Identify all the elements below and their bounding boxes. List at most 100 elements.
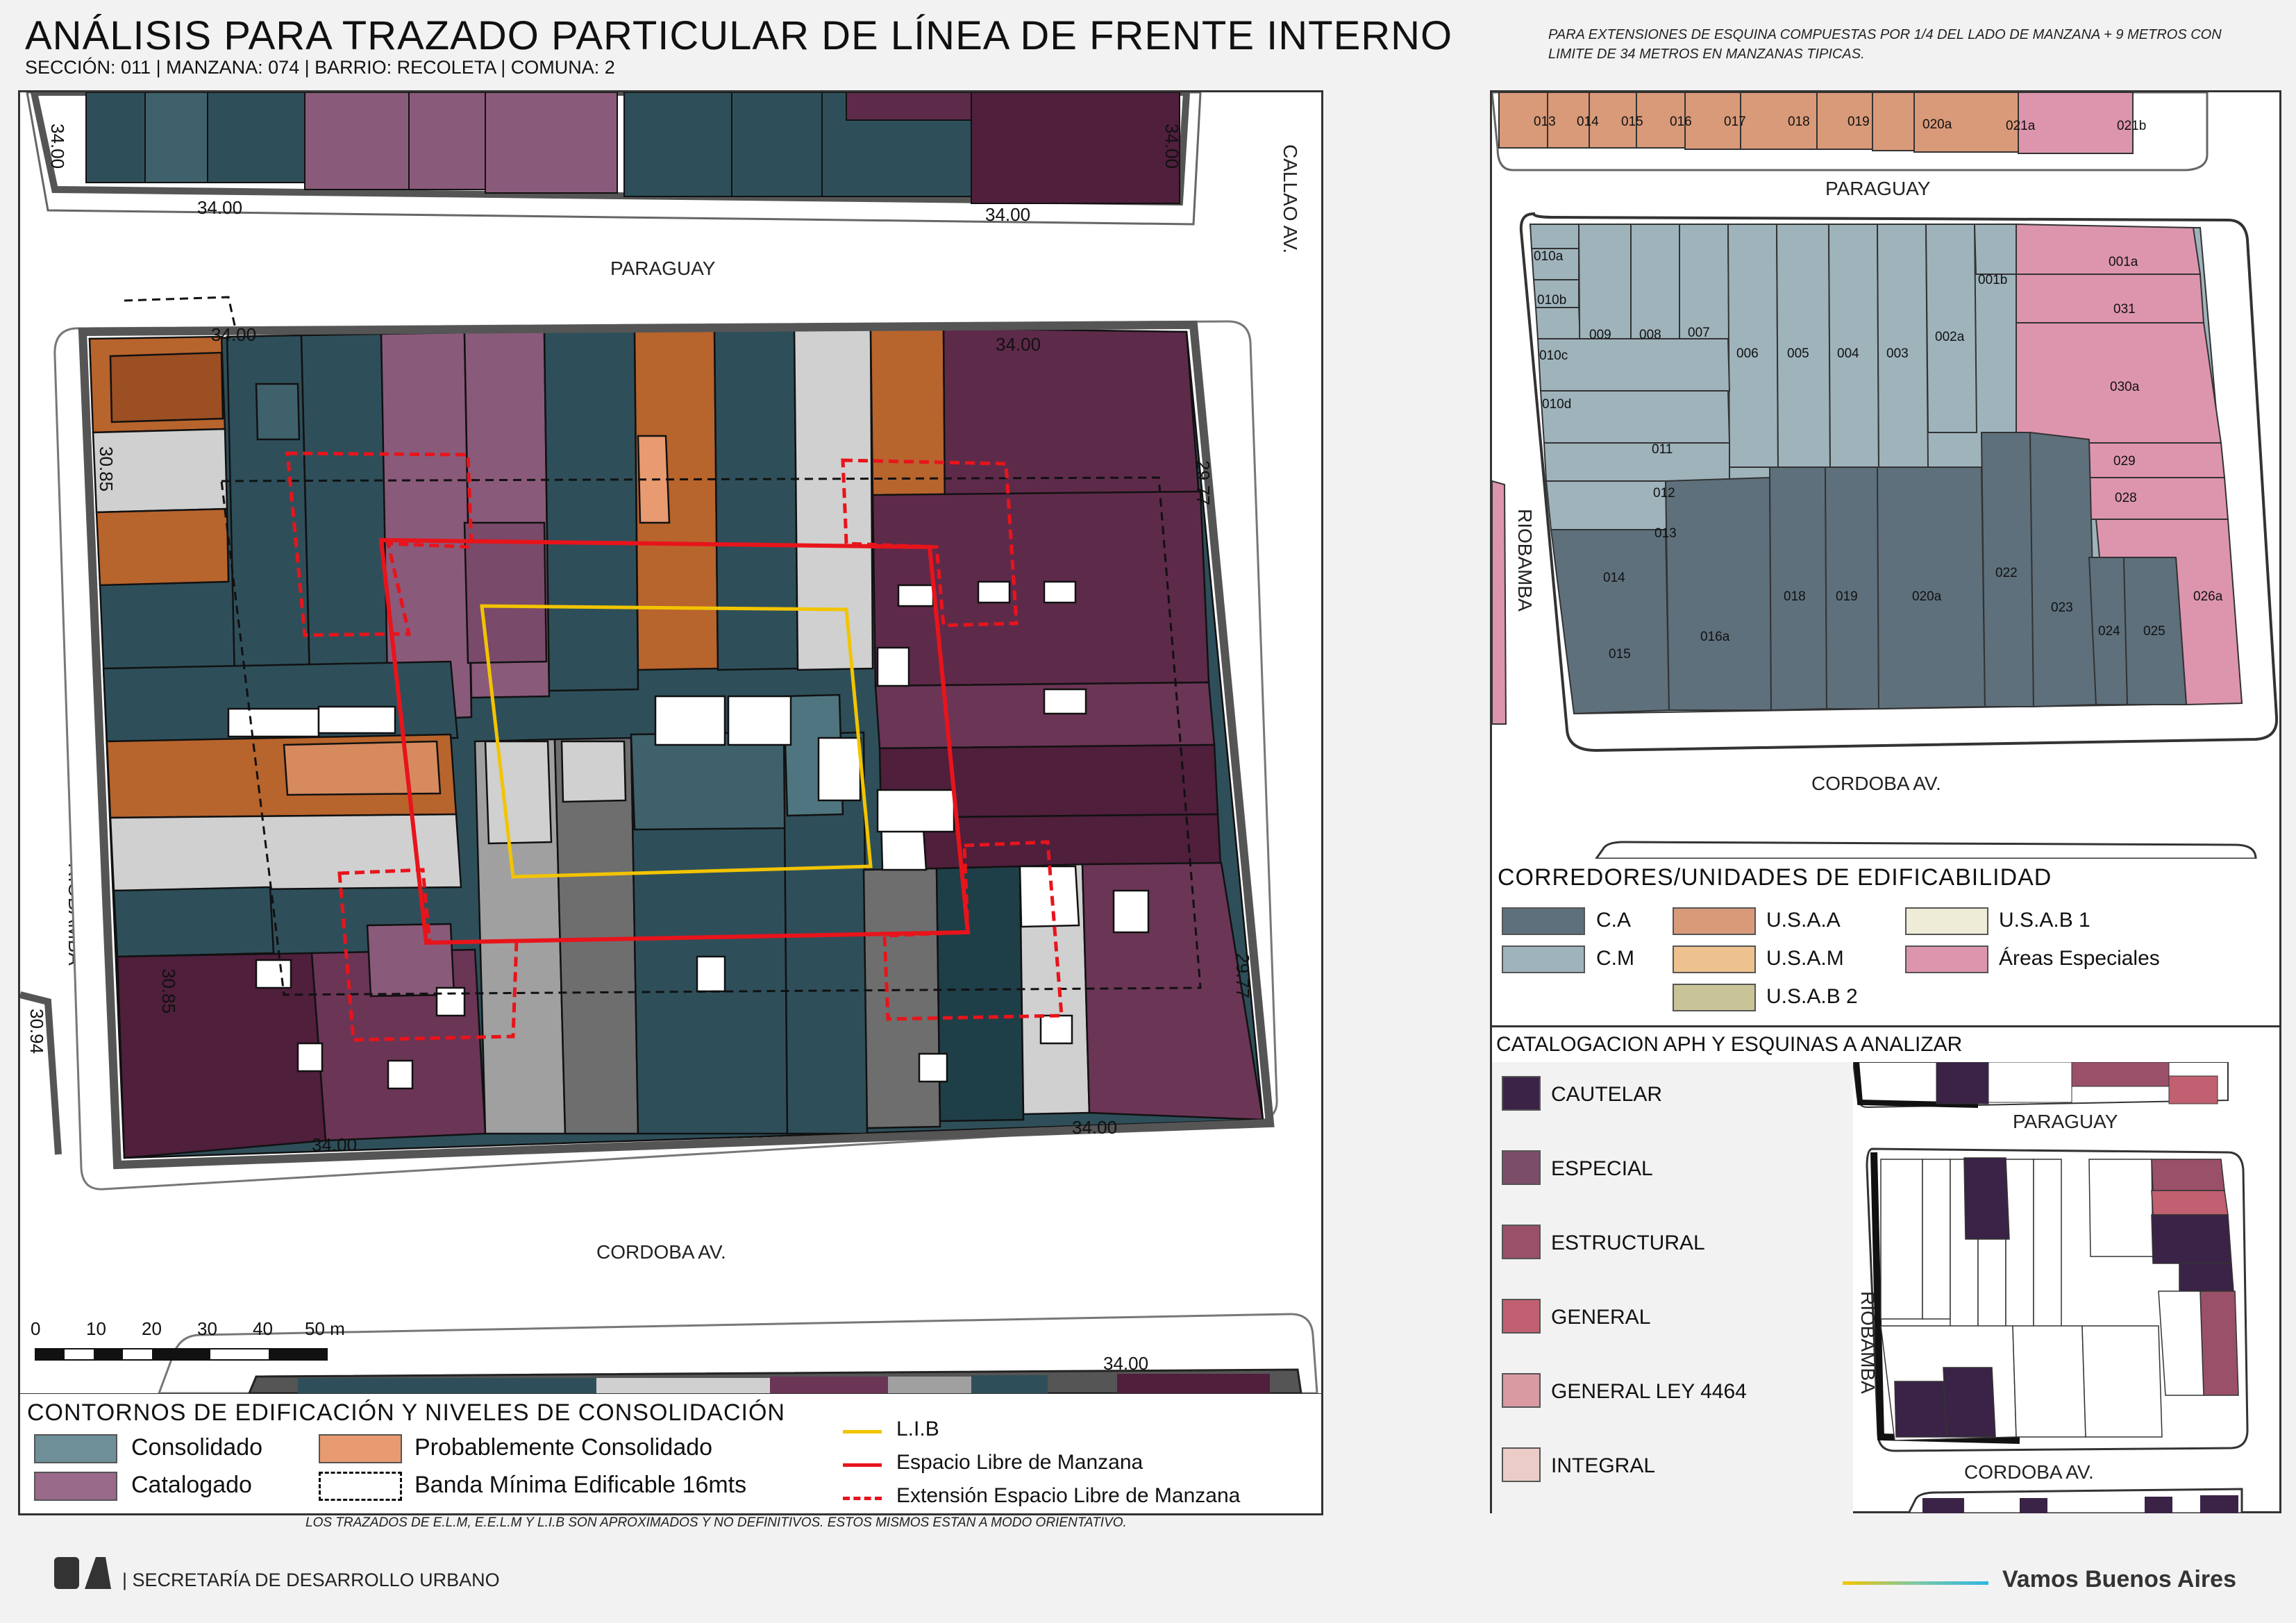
main-block-border [78,320,1275,1170]
svg-text:50 m: 50 m [305,1318,345,1339]
footer-slogan: Vamos Buenos Aires [2002,1566,2236,1592]
lib-line[interactable] [480,604,873,879]
dim-bottom-left: 34.00 [312,1134,357,1155]
lot-top-014: 014 [1577,115,1599,129]
dim-top-right: 34.00 [996,334,1041,355]
catalogacion-map: PARAGUAY CORDOBA AV. RIOBAMBA [1853,1062,2249,1513]
parcel-street-paraguay: PARAGUAY [1825,178,1931,199]
lot-015: 015 [1609,647,1631,662]
lot-025: 025 [2143,624,2165,639]
swatch-ca [1502,907,1585,935]
lot-top-013: 013 [1534,115,1556,129]
corredores-title: CORREDORES/UNIDADES DE EDIFICABILIDAD [1498,864,2052,891]
label-cm: C.M [1596,947,1634,970]
extension-espacio-libre-ne[interactable] [841,458,1019,628]
legend-catalogado: Catalogado [131,1472,252,1498]
parcel-map-panel: 013 014 015 016 017 018 019 020a 021a 02… [1490,90,2281,861]
street-paraguay: PARAGUAY [610,258,716,279]
lot-001a: 001a [2109,255,2138,269]
cat-street-riobamba: RIOBAMBA [1857,1291,1879,1394]
lot-026a: 026a [2193,589,2223,604]
dim-upper-block-left-side: 34.00 [47,124,68,169]
legend-main-title: CONTORNOS DE EDIFICACIÓN Y NIVELES DE CO… [27,1399,785,1426]
page-title: ANÁLISIS PARA TRAZADO PARTICULAR DE LÍNE… [25,13,1453,58]
swatch-general [1502,1299,1541,1334]
line-espacio-libre-sample [843,1463,882,1467]
main-block-parcels [88,327,1264,1159]
label-estructural: ESTRUCTURAL [1551,1231,1705,1254]
dim-right-bottom: 29.77 [1232,953,1253,998]
parcel-block-lots [1529,223,2243,715]
legend-banda-minima: Banda Mínima Edificable 16mts [414,1472,747,1498]
page-subtitle: SECCIÓN: 011 | MANZANA: 074 | BARRIO: RE… [25,57,615,78]
swatch-usaa [1673,907,1756,935]
swatch-cm [1502,945,1585,973]
swatch-catalogado [34,1472,117,1501]
lot-030a: 030a [2110,380,2140,394]
main-map: 34.00 34.00 34.00 34.00 PARAGUAY CALLAO … [20,92,1318,1393]
swatch-consolidado [34,1434,117,1463]
dim-upper-block-right: 34.00 [985,204,1030,225]
upper-lots [1498,92,2134,154]
swatch-usab2 [1673,984,1756,1011]
extension-espacio-libre-sw[interactable] [337,868,519,1042]
label-cautelar: CAUTELAR [1551,1083,1663,1106]
corredores-panel: CORREDORES/UNIDADES DE EDIFICABILIDAD C.… [1490,859,2281,1027]
header-note: PARA EXTENSIONES DE ESQUINA COMPUESTAS P… [1548,27,2222,62]
extension-espacio-libre-nw[interactable] [285,451,474,637]
swatch-areas-especiales [1905,945,1988,973]
swatch-cautelar [1502,1076,1541,1111]
svg-text:40: 40 [253,1318,273,1339]
swatch-probablemente-consolidado [319,1434,402,1463]
lot-009: 009 [1589,328,1611,342]
lot-010c: 010c [1539,348,1568,363]
lot-029: 029 [2113,454,2136,469]
line-extension-sample [843,1497,882,1500]
swatch-banda-minima [319,1472,402,1501]
swatch-integral [1502,1447,1541,1482]
legend-extension: Extensión Espacio Libre de Manzana [896,1484,1241,1507]
lot-top-021a: 021a [2006,119,2036,133]
lot-010d: 010d [1542,397,1571,412]
lot-020a: 020a [1912,589,1942,604]
lot-004: 004 [1837,346,1859,361]
lot-003: 003 [1886,346,1909,361]
swatch-general-ley-4464 [1502,1373,1541,1408]
lot-top-017: 017 [1724,115,1746,129]
catalogacion-legend-bg [1492,1062,1853,1513]
lot-019: 019 [1836,589,1858,604]
dim-bottom-right: 34.00 [1072,1117,1117,1138]
cat-street-cordoba: CORDOBA AV. [1964,1461,2094,1483]
lot-010a: 010a [1534,249,1564,264]
line-lib-sample [843,1430,882,1433]
label-general-ley-4464: GENERAL LEY 4464 [1551,1380,1747,1403]
swatch-especial [1502,1150,1541,1185]
legend-lib: L.I.B [896,1418,939,1440]
lot-002a: 002a [1935,330,1965,344]
label-especial: ESPECIAL [1551,1157,1653,1180]
label-usaa: U.S.A.A [1766,909,1841,932]
extension-espacio-libre-se[interactable] [882,840,1064,1021]
label-usam: U.S.A.M [1766,947,1844,970]
dim-upper-block-left: 34.00 [197,197,242,218]
legend-probablemente-consolidado: Probablemente Consolidado [414,1434,713,1461]
label-general: GENERAL [1551,1306,1651,1329]
lot-005: 005 [1787,346,1809,361]
upper-block [26,92,1202,226]
label-usab1: U.S.A.B 1 [1999,909,2090,932]
parcel-street-riobamba: RIOBAMBA [1514,509,1536,612]
footer-note: LOS TRAZADOS DE E.L.M, E.E.L.M Y L.I.B S… [305,1515,1127,1530]
lot-008: 008 [1639,328,1661,342]
lot-028: 028 [2115,491,2137,505]
dim-west-block-side: 30.94 [26,1009,47,1054]
lot-top-018: 018 [1788,115,1810,129]
legend-main: CONTORNOS DE EDIFICACIÓN Y NIVELES DE CO… [18,1394,1323,1515]
cat-street-paraguay: PARAGUAY [2013,1111,2118,1132]
dim-top-left: 34.00 [211,324,256,345]
legend-consolidado: Consolidado [131,1434,263,1461]
svg-text:30: 30 [197,1318,217,1339]
dim-upper-block-right-side: 34.00 [1162,124,1182,169]
parcel-street-cordoba: CORDOBA AV. [1811,773,1941,794]
svg-text:10: 10 [86,1318,106,1339]
dim-lower-block: 34.00 [1103,1353,1148,1374]
